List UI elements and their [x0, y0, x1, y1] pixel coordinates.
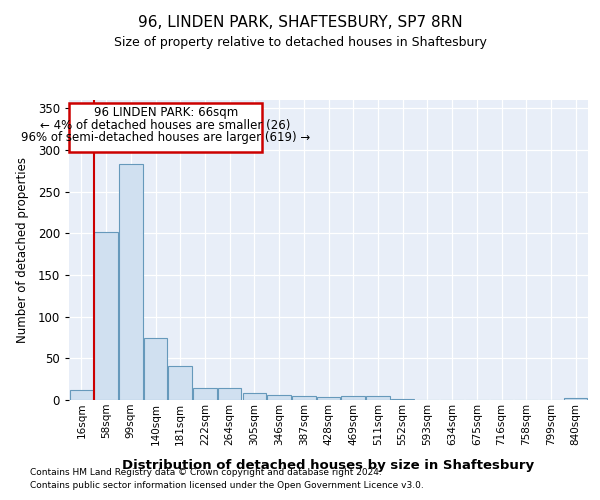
Text: Size of property relative to detached houses in Shaftesbury: Size of property relative to detached ho… — [113, 36, 487, 49]
Bar — [317, 396, 340, 400]
Bar — [268, 395, 291, 400]
Bar — [193, 388, 217, 400]
Bar — [292, 396, 316, 400]
Bar — [94, 232, 118, 400]
Y-axis label: Number of detached properties: Number of detached properties — [16, 157, 29, 343]
Bar — [218, 388, 241, 400]
Text: 96% of semi-detached houses are larger (619) →: 96% of semi-detached houses are larger (… — [21, 131, 310, 144]
Text: 96, LINDEN PARK, SHAFTESBURY, SP7 8RN: 96, LINDEN PARK, SHAFTESBURY, SP7 8RN — [137, 15, 463, 30]
Bar — [366, 396, 389, 400]
Bar — [119, 164, 143, 400]
Text: 96 LINDEN PARK: 66sqm: 96 LINDEN PARK: 66sqm — [94, 106, 238, 119]
Text: Contains public sector information licensed under the Open Government Licence v3: Contains public sector information licen… — [30, 480, 424, 490]
Bar — [70, 390, 93, 400]
Bar — [391, 399, 415, 400]
Text: Contains HM Land Registry data © Crown copyright and database right 2024.: Contains HM Land Registry data © Crown c… — [30, 468, 382, 477]
Bar — [169, 366, 192, 400]
Bar — [341, 396, 365, 400]
Bar — [242, 394, 266, 400]
Bar — [144, 338, 167, 400]
X-axis label: Distribution of detached houses by size in Shaftesbury: Distribution of detached houses by size … — [122, 459, 535, 472]
Text: ← 4% of detached houses are smaller (26): ← 4% of detached houses are smaller (26) — [40, 118, 291, 132]
FancyBboxPatch shape — [70, 104, 262, 152]
Bar — [564, 398, 587, 400]
